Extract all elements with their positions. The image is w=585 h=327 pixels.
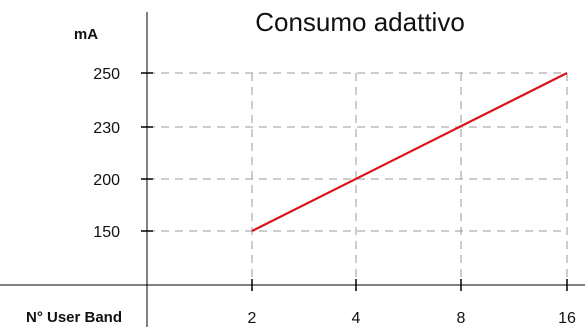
x-tick-label: 16 xyxy=(558,310,576,327)
chart-title: Consumo adattivo xyxy=(255,7,465,37)
series-layer xyxy=(251,72,568,232)
y-tick-label: 150 xyxy=(93,224,120,241)
x-tick-label: 4 xyxy=(352,310,361,327)
ticks: 150 200 230 250 2 4 8 16 xyxy=(93,66,576,327)
y-tick-label: 250 xyxy=(93,66,120,83)
x-tick-label: 8 xyxy=(457,310,466,327)
series-line xyxy=(251,72,568,232)
x-tick-label: 2 xyxy=(248,310,257,327)
y-tick-label: 230 xyxy=(93,120,120,137)
y-tick-label: 200 xyxy=(93,172,120,189)
x-axis-label: N° User Band xyxy=(26,309,122,326)
y-axis-label: mA xyxy=(74,26,98,43)
